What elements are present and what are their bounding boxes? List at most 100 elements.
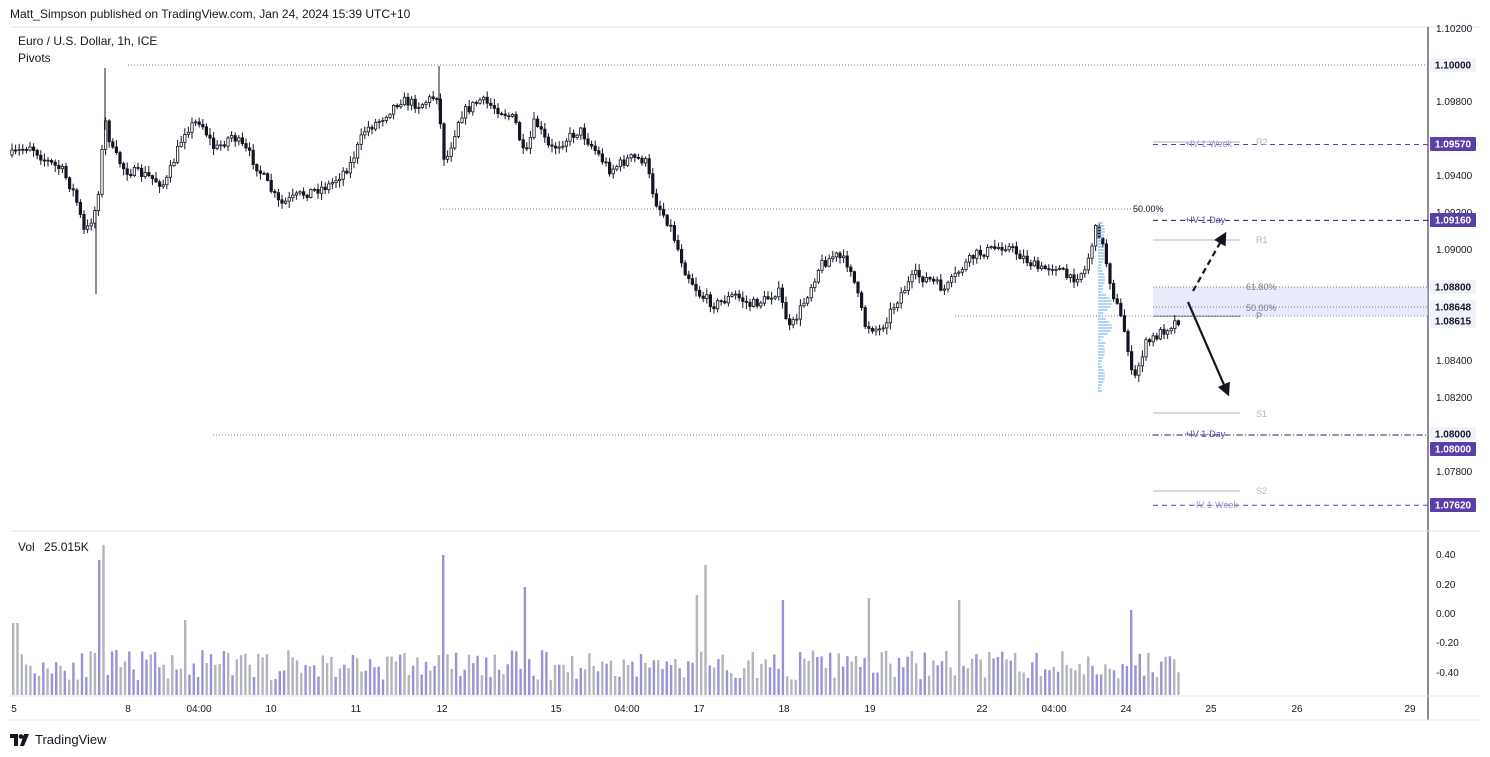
candle-body	[802, 302, 806, 307]
candle-body	[1155, 335, 1159, 340]
volume-profile-bar	[1098, 366, 1103, 368]
time-tick-label: 04:00	[186, 704, 211, 715]
candle-body	[161, 184, 165, 187]
candle-body	[561, 145, 565, 148]
candle-body	[1176, 320, 1180, 325]
volume-bar	[72, 662, 75, 695]
candle-body	[111, 141, 115, 148]
volume-profile-bar	[1098, 249, 1105, 251]
volume-bar	[863, 657, 866, 695]
volume-bar	[786, 676, 789, 695]
volume-profile	[1098, 222, 1112, 392]
candle-body	[129, 173, 133, 176]
publisher-header: Matt_Simpson published on TradingView.co…	[10, 7, 411, 21]
candle-body	[168, 165, 172, 178]
volume-bar	[89, 651, 92, 695]
volume-bar	[678, 668, 681, 695]
volume-bar	[24, 664, 28, 695]
candle-body	[600, 153, 605, 163]
candle-body	[363, 131, 367, 136]
volume-profile-bar	[1098, 279, 1105, 281]
volume-bar	[953, 675, 957, 695]
candle-body	[118, 152, 122, 165]
candle-body	[226, 137, 230, 147]
candle-body	[903, 290, 907, 294]
candle-body	[13, 149, 18, 152]
candle-body	[932, 278, 936, 282]
volume-bar	[252, 676, 256, 695]
volume-bar	[850, 661, 853, 695]
volume-bar	[403, 653, 406, 695]
candle-body	[287, 197, 291, 202]
volume-bar	[98, 560, 101, 695]
candle-body	[1043, 265, 1047, 269]
candle-body	[856, 281, 860, 294]
candle-body	[445, 155, 450, 160]
candle-body	[1018, 253, 1022, 259]
volume-bar	[768, 667, 772, 695]
candle-body	[107, 120, 111, 143]
volume-profile-bar	[1098, 375, 1105, 377]
volume-profile-bar	[1098, 243, 1101, 245]
footer-brand[interactable]: TradingView	[10, 732, 107, 747]
candle-body	[590, 143, 594, 147]
candle-body	[60, 165, 65, 170]
volume-bar	[244, 653, 247, 695]
candle-body	[953, 272, 957, 278]
candle-body	[413, 98, 417, 109]
candle-body	[680, 248, 684, 264]
candle-body	[989, 246, 993, 249]
volume-bar	[1026, 677, 1030, 695]
candle-body	[323, 186, 327, 191]
annotation-iv-day-down: +IV 1-Day	[1185, 429, 1226, 439]
volume-bar	[373, 667, 376, 695]
price-tick-label: 1.09800	[1436, 97, 1473, 108]
volume-bar	[394, 661, 398, 695]
volume-bar	[846, 656, 849, 695]
volume-bar	[227, 652, 230, 695]
volume-bar	[648, 667, 651, 695]
candle-body	[471, 101, 475, 113]
candle-body	[1029, 262, 1033, 267]
candle-body	[554, 145, 558, 149]
candle-body	[86, 225, 90, 230]
candle-body	[442, 123, 446, 160]
volume-bar	[42, 662, 45, 695]
volume-bar	[1134, 665, 1137, 695]
fib-zone	[1153, 286, 1428, 316]
candle-body	[996, 246, 1001, 249]
candle-body	[424, 102, 428, 105]
candle-body	[694, 283, 698, 291]
price-tags: 1.10000 1.09570 1.09160 1.08800 1.08648 1.086…	[1430, 58, 1476, 512]
volume-profile-bar	[1098, 240, 1102, 242]
candle-body	[305, 194, 309, 198]
volume-bar	[884, 650, 888, 695]
candle-body	[1140, 356, 1144, 367]
candle-body	[964, 261, 968, 271]
candle-body	[809, 287, 813, 299]
volume-bar	[626, 664, 630, 695]
candle-body	[46, 159, 50, 162]
volume-bar	[983, 677, 987, 695]
candle-body	[157, 181, 162, 187]
volume-bar	[467, 654, 471, 695]
candle-body	[1076, 278, 1080, 283]
candle-body	[971, 255, 975, 259]
volume-bar	[209, 654, 213, 695]
candle-body	[813, 281, 817, 288]
candle-body	[942, 288, 947, 291]
volume-bar	[325, 663, 329, 695]
annotation-iv-week-down: -IV 1-Week	[1193, 500, 1238, 510]
candle-body	[265, 173, 270, 181]
candle-body	[867, 326, 871, 329]
candle-body	[104, 120, 108, 150]
candle-body	[1115, 298, 1119, 304]
candle-body	[1166, 330, 1170, 335]
candle-body	[373, 121, 378, 130]
candle-body	[165, 176, 169, 186]
volume-bar	[201, 650, 204, 695]
candle-body	[503, 113, 507, 117]
volume-profile-bar	[1098, 384, 1102, 386]
volume-bar	[807, 660, 810, 695]
